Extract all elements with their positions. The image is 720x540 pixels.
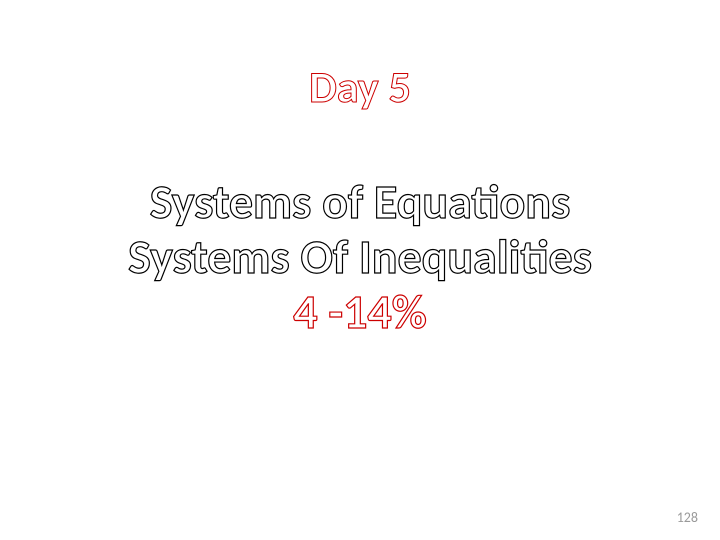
slide-title: Day 5: [309, 60, 411, 114]
slide-container: Day 5 Systems of Equations Systems Of In…: [0, 0, 720, 540]
slide-body: Systems of Equations Systems Of Inequali…: [128, 174, 592, 340]
body-line-1: Systems of Equations: [128, 174, 592, 229]
body-line-3: 4 -14%: [128, 284, 592, 339]
page-number: 128: [677, 509, 698, 526]
body-line-2: Systems Of Inequalities: [128, 229, 592, 284]
